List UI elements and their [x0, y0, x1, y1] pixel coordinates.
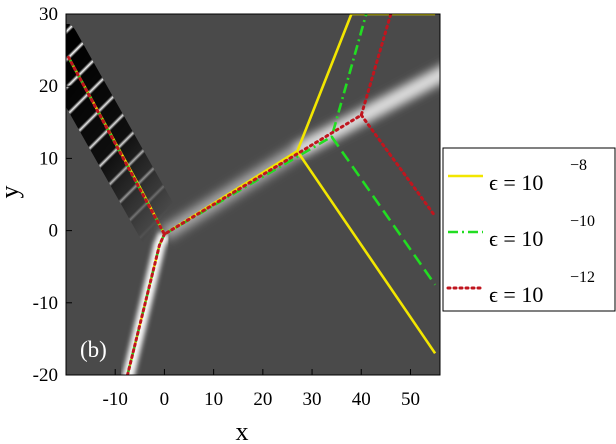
- legend-label-1: ϵ = 10: [489, 226, 543, 251]
- x-tick-label-3: 20: [253, 389, 272, 410]
- series-layer: [67, 14, 437, 375]
- y-tick-label-5: 30: [39, 4, 58, 25]
- soliton-field: [66, 14, 440, 375]
- x-tick-label-1: 0: [160, 389, 170, 410]
- y-tick-label-3: 10: [39, 148, 58, 169]
- x-tick-label-5: 40: [352, 389, 371, 410]
- y-axis-label: y: [0, 186, 24, 199]
- panel-label: (b): [80, 337, 107, 362]
- series-line-7: [359, 113, 437, 218]
- x-tick-label-0: -10: [103, 389, 128, 410]
- series-line-8: [126, 232, 166, 375]
- series-line-4: [330, 135, 437, 286]
- y-tick-label-0: -20: [33, 365, 58, 386]
- x-tick-label-4: 30: [303, 389, 322, 410]
- plot-frame: [65, 13, 441, 376]
- y-tick-label-2: 0: [49, 221, 59, 242]
- y-tick-label-4: 20: [39, 76, 58, 97]
- x-tick-label-2: 10: [204, 389, 223, 410]
- legend-label-0: ϵ = 10: [489, 170, 543, 195]
- x-tick-label-6: 50: [401, 389, 420, 410]
- x-axis-label: x: [236, 417, 249, 444]
- tick-layer: -10 0 10 20 30 40 50 -20 -10 0 10 20 30: [33, 4, 420, 410]
- legend-label-2: ϵ = 10: [489, 282, 543, 307]
- y-tick-label-1: -10: [33, 293, 58, 314]
- legend: ϵ = 10 −8 ϵ = 10 −10 ϵ = 10 −12: [442, 147, 616, 312]
- series-line-6: [67, 14, 393, 236]
- legend-exponent-0: −8: [570, 157, 587, 174]
- legend-exponent-1: −10: [570, 213, 595, 230]
- glow-ridge-right: [294, 68, 440, 157]
- legend-exponent-2: −12: [570, 269, 595, 286]
